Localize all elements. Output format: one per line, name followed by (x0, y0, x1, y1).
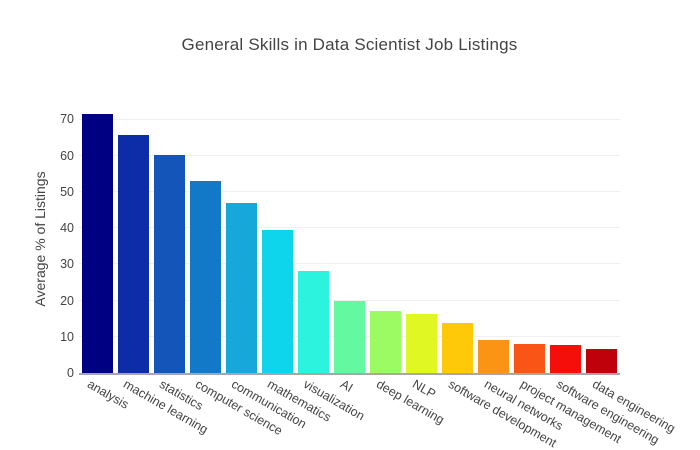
bar-neural-networks[interactable] (478, 339, 510, 373)
bar-communication[interactable] (225, 202, 257, 373)
chart-title: General Skills in Data Scientist Job Lis… (181, 35, 518, 54)
plot-area (79, 105, 620, 375)
bar-mathematics[interactable] (261, 230, 293, 373)
bar-project-management[interactable] (514, 344, 546, 373)
y-tick-label-0: 0 (67, 366, 74, 380)
y-tick-label-10: 10 (60, 329, 74, 344)
x-tick-label-ai: AI (337, 377, 355, 396)
bar-software-development[interactable] (442, 323, 474, 373)
y-tick-label-60: 60 (60, 148, 74, 163)
bar-computer-science[interactable] (189, 181, 221, 373)
y-tick-label-40: 40 (60, 221, 74, 236)
bar-statistics[interactable] (153, 155, 185, 373)
bar-machine-learning[interactable] (117, 134, 149, 373)
bar-data-engineering[interactable] (586, 349, 618, 373)
gridline-y-60 (79, 154, 620, 156)
y-tick-label-20: 20 (60, 293, 74, 308)
bar-deep-learning[interactable] (370, 310, 402, 373)
bar-visualization[interactable] (297, 270, 329, 373)
y-axis-tick-labels: 0 10 20 30 40 50 60 70 (0, 0, 74, 450)
x-axis-line (79, 373, 620, 375)
bar-analysis[interactable] (81, 114, 113, 373)
gridline-y-40 (79, 227, 620, 229)
gridline-y-50 (79, 190, 620, 192)
gridline-y-30 (79, 263, 620, 265)
bar-nlp[interactable] (406, 313, 438, 373)
bar-ai[interactable] (334, 301, 365, 373)
y-tick-label-50: 50 (60, 184, 74, 199)
bar-software-engineering[interactable] (550, 345, 582, 373)
x-tick-label-deep-learning: deep learning (373, 377, 447, 428)
y-tick-label-70: 70 (60, 112, 74, 127)
gridline-y-70 (79, 118, 620, 120)
gridline-y-20 (79, 299, 620, 301)
x-axis-tick-labels: analysis machine learning statistics comput… (79, 377, 678, 450)
y-tick-label-30: 30 (60, 257, 74, 272)
